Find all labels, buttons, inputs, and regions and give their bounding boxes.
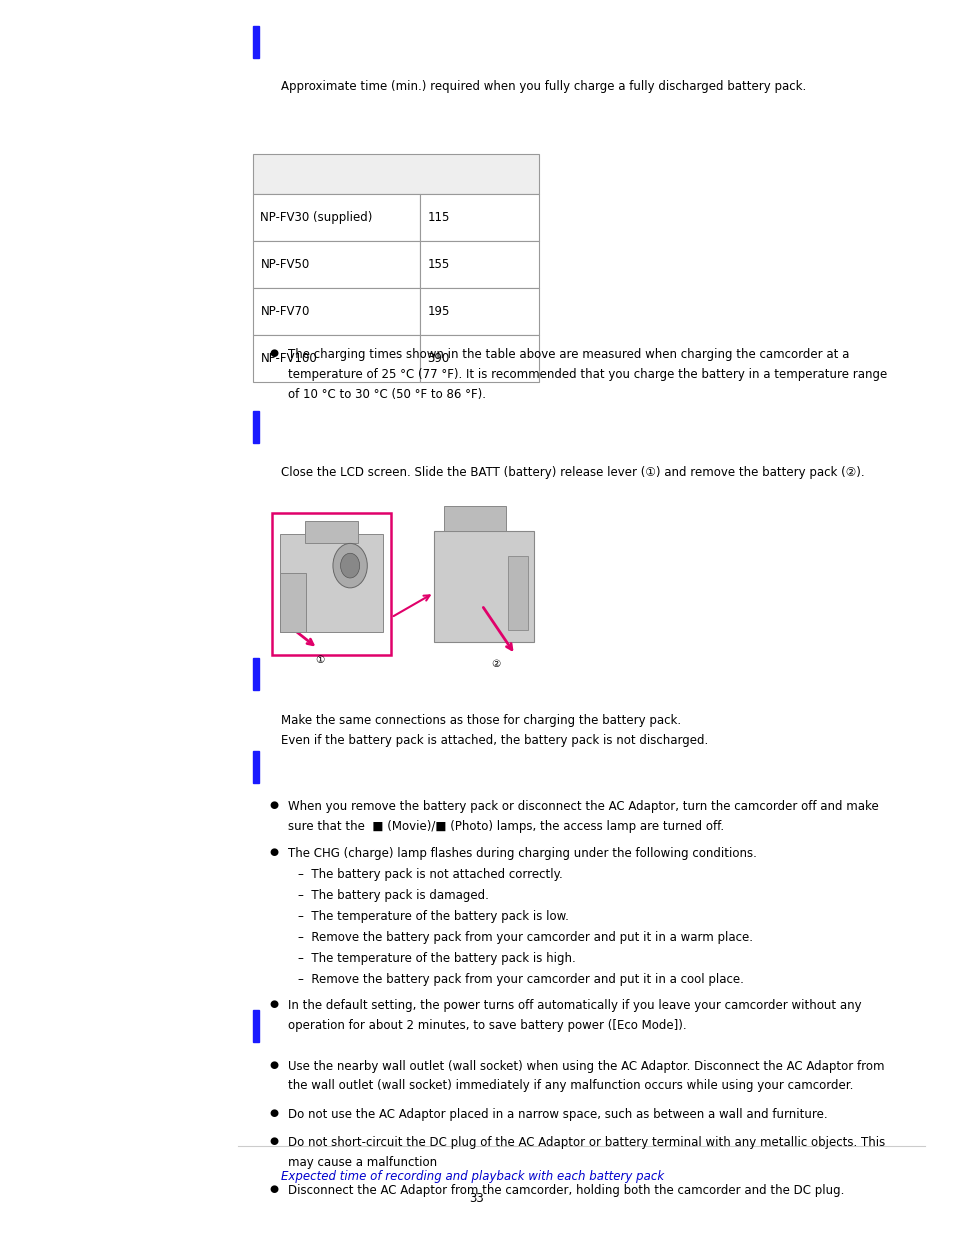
Text: –  The temperature of the battery pack is low.: – The temperature of the battery pack is… <box>297 910 568 924</box>
Text: operation for about 2 minutes, to save battery power ([Eco Mode]).: operation for about 2 minutes, to save b… <box>288 1019 686 1032</box>
Text: ●: ● <box>269 1108 277 1118</box>
Text: Make the same connections as those for charging the battery pack.: Make the same connections as those for c… <box>281 714 680 727</box>
Text: –  The temperature of the battery pack is high.: – The temperature of the battery pack is… <box>297 952 575 966</box>
Bar <box>279 534 382 632</box>
Text: NP-FV70: NP-FV70 <box>260 305 310 317</box>
Text: 33: 33 <box>469 1192 484 1205</box>
Bar <box>253 411 258 443</box>
Text: The charging times shown in the table above are measured when charging the camco: The charging times shown in the table ab… <box>288 348 848 362</box>
Bar <box>253 751 258 783</box>
Text: temperature of 25 °C (77 °F). It is recommended that you charge the battery in a: temperature of 25 °C (77 °F). It is reco… <box>288 368 886 382</box>
Text: Expected time of recording and playback with each battery pack: Expected time of recording and playback … <box>281 1170 664 1183</box>
Text: may cause a malfunction: may cause a malfunction <box>288 1156 436 1170</box>
Text: 195: 195 <box>427 305 449 317</box>
Text: ●: ● <box>269 1184 277 1194</box>
Bar <box>253 194 419 241</box>
Text: of 10 °C to 30 °C (50 °F to 86 °F).: of 10 °C to 30 °C (50 °F to 86 °F). <box>288 388 486 401</box>
Text: Use the nearby wall outlet (wall socket) when using the AC Adaptor. Disconnect t: Use the nearby wall outlet (wall socket)… <box>288 1060 883 1073</box>
Bar <box>419 241 538 288</box>
Text: ●: ● <box>269 348 277 358</box>
Bar <box>253 335 419 382</box>
Circle shape <box>340 553 359 578</box>
Text: NP-FV30 (supplied): NP-FV30 (supplied) <box>260 211 373 224</box>
Bar <box>419 335 538 382</box>
Bar <box>253 26 258 58</box>
Text: –  Remove the battery pack from your camcorder and put it in a warm place.: – Remove the battery pack from your camc… <box>297 931 752 945</box>
Circle shape <box>333 543 367 588</box>
Text: –  Remove the battery pack from your camcorder and put it in a cool place.: – Remove the battery pack from your camc… <box>297 973 742 987</box>
Bar <box>305 521 357 543</box>
Text: NP-FV100: NP-FV100 <box>260 352 316 364</box>
Bar <box>419 288 538 335</box>
Text: When you remove the battery pack or disconnect the AC Adaptor, turn the camcorde: When you remove the battery pack or disc… <box>288 800 878 814</box>
Bar <box>508 556 527 630</box>
Text: Do not use the AC Adaptor placed in a narrow space, such as between a wall and f: Do not use the AC Adaptor placed in a na… <box>288 1108 827 1121</box>
Text: ●: ● <box>269 847 277 857</box>
Text: 115: 115 <box>427 211 449 224</box>
Text: ●: ● <box>269 999 277 1009</box>
Text: Disconnect the AC Adaptor from the camcorder, holding both the camcorder and the: Disconnect the AC Adaptor from the camco… <box>288 1184 843 1198</box>
Bar <box>253 241 419 288</box>
Text: In the default setting, the power turns off automatically if you leave your camc: In the default setting, the power turns … <box>288 999 861 1013</box>
Text: Even if the battery pack is attached, the battery pack is not discharged.: Even if the battery pack is attached, th… <box>281 734 708 747</box>
Text: The CHG (charge) lamp flashes during charging under the following conditions.: The CHG (charge) lamp flashes during cha… <box>288 847 756 861</box>
Bar <box>434 531 534 642</box>
Text: ②: ② <box>491 659 500 669</box>
Text: ●: ● <box>269 1136 277 1146</box>
Text: 390: 390 <box>427 352 449 364</box>
Bar <box>253 154 538 194</box>
Text: Do not short-circuit the DC plug of the AC Adaptor or battery terminal with any : Do not short-circuit the DC plug of the … <box>288 1136 884 1150</box>
Text: –  The battery pack is damaged.: – The battery pack is damaged. <box>297 889 488 903</box>
Bar <box>272 513 391 655</box>
Bar <box>253 1010 258 1042</box>
Bar <box>253 288 419 335</box>
Text: sure that the  ■ (Movie)/■ (Photo) lamps, the access lamp are turned off.: sure that the ■ (Movie)/■ (Photo) lamps,… <box>288 820 723 834</box>
Text: the wall outlet (wall socket) immediately if any malfunction occurs while using : the wall outlet (wall socket) immediatel… <box>288 1079 853 1093</box>
Text: Close the LCD screen. Slide the BATT (battery) release lever (①) and remove the : Close the LCD screen. Slide the BATT (ba… <box>281 466 864 479</box>
Bar <box>279 573 306 632</box>
Bar <box>443 506 505 531</box>
Bar <box>419 194 538 241</box>
Text: ●: ● <box>269 800 277 810</box>
Text: NP-FV50: NP-FV50 <box>260 258 310 270</box>
Text: ●: ● <box>269 1060 277 1070</box>
Text: 155: 155 <box>427 258 449 270</box>
Text: Approximate time (min.) required when you fully charge a fully discharged batter: Approximate time (min.) required when yo… <box>281 80 806 94</box>
Text: ①: ① <box>314 655 324 664</box>
Bar <box>253 658 258 690</box>
Text: –  The battery pack is not attached correctly.: – The battery pack is not attached corre… <box>297 868 562 882</box>
